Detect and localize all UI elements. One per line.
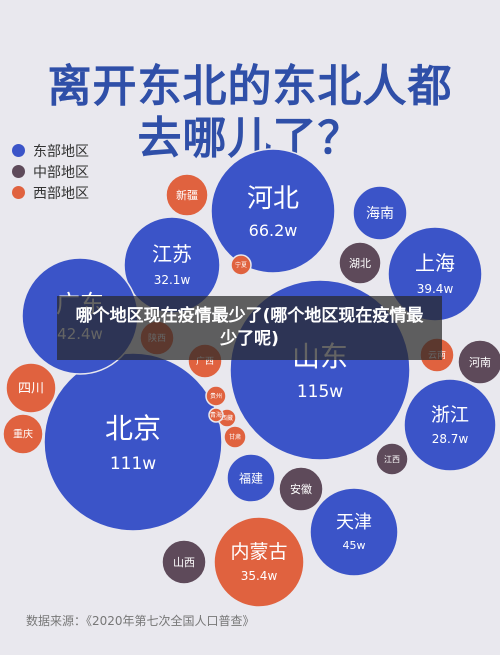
bubble-name-青海: 青海 xyxy=(210,411,222,419)
bubble-name-新疆: 新疆 xyxy=(176,188,198,202)
bubble-宁夏 xyxy=(230,254,252,276)
bubble-name-天津: 天津 xyxy=(336,512,372,533)
bubble-name-浙江: 浙江 xyxy=(431,404,469,426)
legend-item-east: 东部地区 xyxy=(12,140,89,161)
bubble-山西 xyxy=(161,539,207,585)
chart-title-line-1: 离开东北的东北人都 xyxy=(47,61,453,112)
bubble-name-西藏: 西藏 xyxy=(221,414,233,422)
bubble-value-北京: 111w xyxy=(110,454,156,474)
bubble-value-山东: 115w xyxy=(297,382,343,402)
bubble-内蒙古 xyxy=(213,516,305,608)
bubble-江西 xyxy=(375,442,409,476)
bubble-name-河南: 河南 xyxy=(469,356,491,369)
legend-label-central: 中部地区 xyxy=(33,164,89,181)
bubble-安徽 xyxy=(278,466,324,512)
bubble-贵州 xyxy=(205,385,227,407)
legend-swatch-west xyxy=(12,186,25,199)
bubble-name-上海: 上海 xyxy=(415,251,455,275)
bubble-天津 xyxy=(309,487,399,577)
bubble-value-天津: 45w xyxy=(343,539,366,552)
bubble-name-山西: 山西 xyxy=(173,556,195,569)
bubble-福建 xyxy=(226,453,276,503)
bubble-value-河北: 66.2w xyxy=(249,221,298,240)
bubble-name-四川: 四川 xyxy=(18,382,44,397)
bubble-name-内蒙古: 内蒙古 xyxy=(230,541,287,563)
bubble-湖北 xyxy=(338,241,382,285)
bubble-name-贵州: 贵州 xyxy=(210,392,222,400)
bubble-value-浙江: 28.7w xyxy=(432,432,469,446)
bubble-name-海南: 海南 xyxy=(366,206,394,222)
legend-label-west: 西部地区 xyxy=(33,185,89,202)
bubble-name-河北: 河北 xyxy=(247,184,299,214)
bubble-name-福建: 福建 xyxy=(239,470,263,485)
bubble-name-宁夏: 宁夏 xyxy=(235,261,247,269)
bubble-name-北京: 北京 xyxy=(105,412,161,445)
bubble-name-江苏: 江苏 xyxy=(152,242,192,266)
legend-swatch-central xyxy=(12,165,25,178)
bubble-name-安徽: 安徽 xyxy=(290,482,312,496)
legend: 东部地区 中部地区 西部地区 xyxy=(12,140,89,203)
bubble-name-湖北: 湖北 xyxy=(349,257,371,270)
bubble-浙江 xyxy=(403,378,497,472)
bubble-河北 xyxy=(210,148,336,274)
bubble-青海 xyxy=(208,407,224,423)
bubble-name-甘肃: 甘肃 xyxy=(229,433,241,441)
bubble-海南 xyxy=(352,185,408,241)
bubble-四川 xyxy=(5,362,57,414)
legend-item-central: 中部地区 xyxy=(12,161,89,182)
bubble-甘肃 xyxy=(223,425,247,449)
bubble-河南 xyxy=(457,339,500,385)
bubble-name-江西: 江西 xyxy=(384,455,400,464)
bubble-重庆 xyxy=(2,413,44,455)
overlay-caption-banner: 哪个地区现在疫情最少了(哪个地区现在疫情最少了呢) xyxy=(57,296,442,360)
bubble-name-重庆: 重庆 xyxy=(13,428,33,441)
legend-swatch-east xyxy=(12,144,25,157)
data-source-note: 数据来源：《2020年第七次全国人口普查》 xyxy=(26,614,255,628)
bubble-value-江苏: 32.1w xyxy=(154,273,191,287)
bubble-value-上海: 39.4w xyxy=(417,282,454,296)
legend-item-west: 西部地区 xyxy=(12,182,89,203)
bubble-新疆 xyxy=(165,173,209,217)
bubble-value-内蒙古: 35.4w xyxy=(241,569,278,583)
legend-label-east: 东部地区 xyxy=(33,143,89,160)
